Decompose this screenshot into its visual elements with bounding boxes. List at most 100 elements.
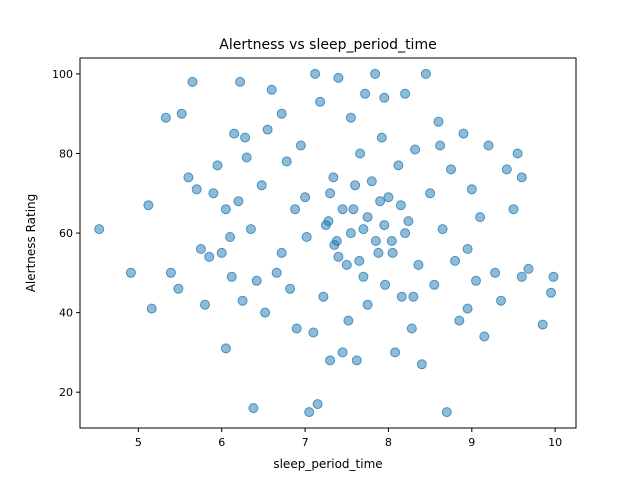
data-point <box>490 267 501 278</box>
data-point <box>143 200 154 211</box>
data-point <box>260 307 271 318</box>
data-point <box>304 407 315 418</box>
data-point <box>406 323 417 334</box>
data-point <box>328 172 339 183</box>
data-point <box>329 240 340 250</box>
data-point <box>362 212 373 223</box>
data-point <box>403 216 414 227</box>
data-point <box>216 247 227 258</box>
data-point <box>146 303 157 314</box>
data-point <box>379 92 390 103</box>
data-point <box>373 247 384 258</box>
data-point <box>501 164 512 175</box>
data-point <box>458 128 469 139</box>
data-point <box>173 283 184 294</box>
data-point <box>450 255 461 266</box>
data-point <box>220 204 231 215</box>
x-tick-label: 5 <box>135 436 142 449</box>
data-point <box>454 315 465 326</box>
data-point <box>341 259 352 270</box>
data-point <box>281 156 292 167</box>
data-point <box>355 148 366 159</box>
x-tick-label: 7 <box>302 436 309 449</box>
data-point <box>395 200 406 211</box>
data-points <box>94 68 559 418</box>
data-point <box>225 232 236 242</box>
data-point <box>325 355 336 366</box>
data-point <box>516 172 527 183</box>
data-point <box>348 204 359 215</box>
data-point <box>300 192 311 203</box>
data-point <box>512 148 523 159</box>
data-point <box>312 399 323 410</box>
data-point <box>195 244 206 254</box>
data-point <box>337 347 348 358</box>
data-point <box>220 343 231 354</box>
data-point <box>125 267 136 278</box>
data-point <box>320 220 331 231</box>
data-point <box>546 287 556 298</box>
data-point <box>276 108 287 119</box>
data-point <box>516 271 527 282</box>
data-point <box>291 323 302 334</box>
data-point <box>358 271 369 282</box>
data-point <box>462 303 473 314</box>
data-point <box>245 224 256 235</box>
x-axis-ticks: 5 6 7 8 9 10 <box>135 428 562 449</box>
y-tick-label: 20 <box>59 386 73 399</box>
data-point <box>475 212 486 223</box>
x-axis-label: sleep_period_time <box>273 457 382 471</box>
data-point <box>479 331 490 342</box>
data-point <box>396 291 407 302</box>
x-tick-label: 8 <box>385 436 392 449</box>
data-point <box>425 188 436 199</box>
data-point <box>435 140 446 151</box>
data-point <box>308 327 319 338</box>
data-point <box>393 160 404 171</box>
data-point <box>358 224 369 235</box>
data-point <box>360 88 371 99</box>
data-point <box>496 295 506 306</box>
data-point <box>466 184 477 195</box>
y-tick-label: 60 <box>59 227 73 240</box>
data-point <box>337 204 348 215</box>
data-point <box>310 68 321 79</box>
data-point <box>483 140 494 151</box>
data-point <box>315 96 326 107</box>
data-point <box>420 68 431 79</box>
data-point <box>462 244 473 254</box>
data-point <box>285 283 296 294</box>
y-axis-label: Alertness Rating <box>24 194 38 293</box>
data-point <box>187 76 198 87</box>
data-point <box>350 180 361 191</box>
data-point <box>362 299 373 310</box>
data-point <box>413 259 424 270</box>
plot-area-frame <box>79 57 577 429</box>
data-point <box>266 84 277 95</box>
data-point <box>416 359 427 370</box>
data-point <box>290 204 301 215</box>
data-point <box>400 88 411 99</box>
data-point <box>345 112 356 123</box>
data-point <box>235 76 246 87</box>
data-point <box>165 267 176 278</box>
data-point <box>410 144 421 155</box>
data-point <box>191 184 202 195</box>
data-point <box>276 247 287 258</box>
data-point <box>400 228 411 239</box>
x-tick-label: 10 <box>548 436 562 449</box>
data-point <box>537 319 548 330</box>
data-point <box>251 275 262 286</box>
x-tick-label: 9 <box>468 436 475 449</box>
data-point <box>376 132 387 143</box>
data-point <box>343 315 354 326</box>
data-point <box>351 355 362 366</box>
data-point <box>383 192 394 203</box>
data-point <box>345 228 356 239</box>
data-point <box>160 112 171 123</box>
data-point <box>471 275 481 286</box>
data-point <box>370 68 381 79</box>
data-point <box>366 176 377 187</box>
y-axis-ticks: 20 40 60 80 100 <box>52 68 80 399</box>
x-tick-label: 6 <box>218 436 225 449</box>
